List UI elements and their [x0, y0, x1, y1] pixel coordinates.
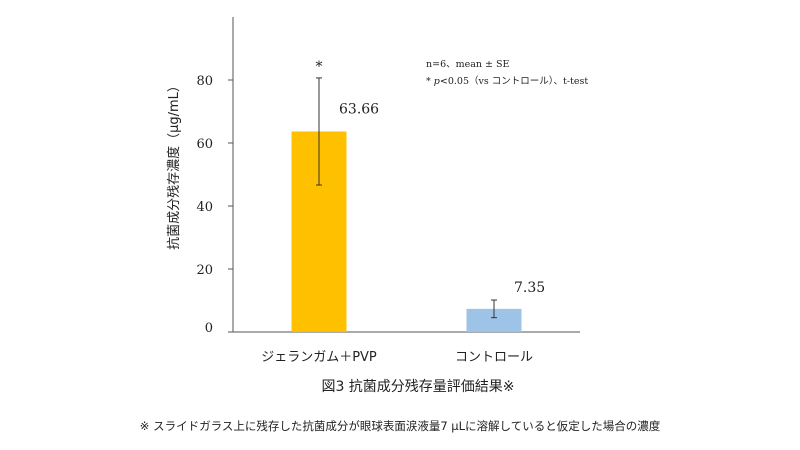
y-tick-label: 0: [205, 321, 213, 336]
chart-notes: n=6、mean ± SE * p<0.05（vs コントロール）、t-test: [426, 59, 588, 87]
bars: [291, 131, 522, 332]
y-tick-label: 80: [196, 74, 213, 89]
category-labels: ジェランガム＋PVP コントロール: [261, 350, 533, 365]
data-labels: 63.66 * 7.35: [316, 59, 546, 296]
bar: [466, 308, 522, 332]
category-label: コントロール: [455, 350, 533, 365]
error-bars: [316, 77, 497, 319]
figure-title: 図3 抗菌成分残存量評価結果※: [321, 379, 515, 395]
note-p: p: [434, 76, 440, 87]
y-tick-label: 40: [196, 200, 213, 215]
chart-axes: [232, 17, 580, 333]
note-star: *: [426, 76, 434, 87]
y-tick-label: 20: [196, 263, 213, 278]
note-significance: * p<0.05（vs コントロール）、t-test: [426, 75, 588, 87]
note-test: <0.05（vs コントロール）、t-test: [440, 75, 588, 87]
significance-marker: *: [316, 59, 323, 75]
data-label: 63.66: [339, 101, 379, 117]
data-label: 7.35: [514, 280, 545, 296]
y-tick-label: 60: [196, 137, 213, 152]
category-label: ジェランガム＋PVP: [261, 350, 377, 365]
figure-footnote: ※ スライドガラス上に残存した抗菌成分が眼球表面涙液量7 μLに溶解していると仮…: [139, 419, 661, 433]
note-sample-size: n=6、mean ± SE: [426, 59, 510, 70]
y-ticks: 0 20 40 60 80: [196, 74, 233, 336]
y-axis-label: 抗菌成分残存濃度（μg/mL）: [166, 79, 182, 250]
